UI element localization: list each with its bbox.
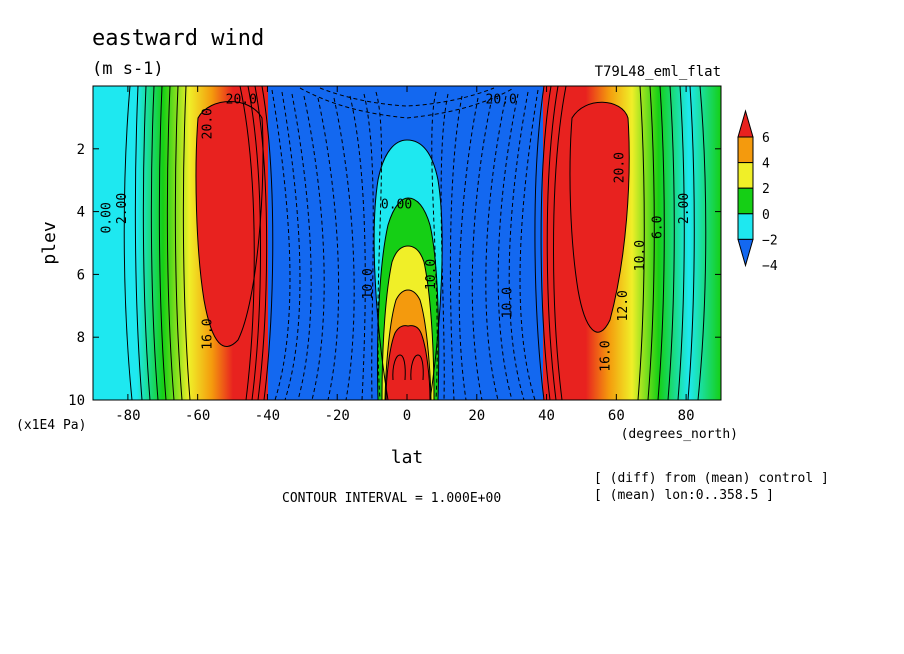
colorbar-label: −4 [762, 259, 778, 274]
contour-label: 6.0 [651, 216, 666, 239]
left-jet-core [196, 101, 263, 347]
colorbar-label: 0 [762, 208, 770, 223]
contour-labels: 20.0 20.020.020.00.00 2.00 0.00 2.006.010.01… [99, 92, 691, 371]
contour-label: 10.0 [633, 240, 648, 271]
right-jet-core [570, 102, 630, 333]
contour-lines-right [534, 86, 707, 400]
plot-area: 20.0 20.020.020.00.00 2.00 0.00 2.006.010.01… [93, 86, 721, 400]
colorbar-label: 4 [762, 157, 770, 172]
contour-label: 12.0 [616, 290, 631, 321]
contour-label: 16.0 [598, 340, 613, 371]
y-tick-label: 10 [68, 393, 85, 409]
x-tick-label: 0 [403, 408, 411, 424]
contour-label: 10.0 [361, 268, 376, 299]
y-tick-label: 6 [77, 267, 85, 283]
y-axis-units: (x1E4 Pa) [16, 418, 86, 433]
y-tick-label: 2 [77, 142, 85, 158]
y-axis-label: plev [39, 221, 60, 264]
x-tick-label: 40 [538, 408, 555, 424]
x-tick-label: 20 [468, 408, 485, 424]
y-tick-label: 4 [77, 205, 85, 221]
contour-label: 10.0 [424, 259, 439, 290]
contour-label: 20.0 [486, 92, 517, 107]
chart-title: eastward wind [92, 26, 264, 51]
contour-interval: CONTOUR INTERVAL = 1.000E+00 [282, 491, 501, 506]
contour-label: 2.00 [115, 193, 130, 224]
x-tick-label: -40 [255, 408, 280, 424]
y-tick-label: 8 [77, 330, 85, 346]
contour-lines-equatorial [373, 139, 443, 400]
colorbar-extend-min [737, 238, 754, 268]
colorbar-swatch [737, 162, 754, 189]
contour-label: 0.00 [381, 197, 412, 212]
x-axis-units: (degrees_north) [621, 427, 738, 442]
colorbar: 6 4 2 0 −2 −4 [737, 109, 778, 274]
x-axis-label: lat [391, 447, 424, 468]
chart-units: (m s-1) [92, 59, 164, 79]
note-mean: [ (mean) lon:0..358.5 ] [594, 488, 774, 503]
y-axis: 2 4 6 8 10 [68, 142, 721, 409]
colorbar-swatch [737, 136, 754, 164]
equatorial-red [386, 325, 430, 400]
colorbar-swatch [737, 213, 754, 240]
x-axis: -80 -60 -40 -20 0 20 40 60 80 [115, 86, 695, 424]
contour-lines-left [123, 86, 274, 400]
x-tick-label: -80 [115, 408, 140, 424]
contour-label: 20.0 [201, 108, 216, 139]
contour-label: 10.0 [501, 287, 516, 318]
colorbar-label: −2 [762, 233, 778, 248]
x-tick-label: 80 [678, 408, 695, 424]
x-tick-label: 60 [608, 408, 625, 424]
contour-label: 2.00 [677, 193, 692, 224]
colorbar-label: 6 [762, 131, 770, 146]
contour-lines-negative [271, 87, 539, 400]
contour-label: 0.00 [99, 202, 114, 233]
contour-label: 20.0 [226, 92, 257, 107]
x-tick-label: -20 [325, 408, 350, 424]
colorbar-label: 2 [762, 182, 770, 197]
contour-label: 20.0 [612, 152, 627, 183]
x-tick-label: -60 [185, 408, 210, 424]
note-diff: [ (diff) from (mean) control ] [594, 471, 829, 486]
colorbar-swatch [737, 187, 754, 215]
run-label: T79L48_eml_flat [595, 64, 721, 80]
colorbar-extend-max [737, 109, 754, 138]
contour-label: 16.0 [201, 318, 216, 349]
